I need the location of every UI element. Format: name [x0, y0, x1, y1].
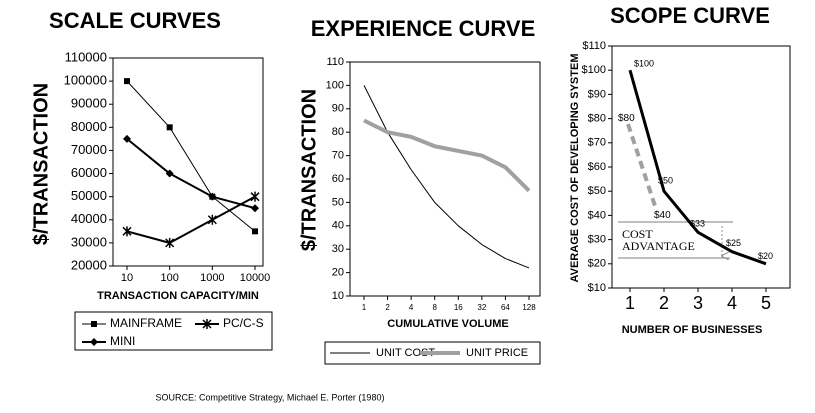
value-label: $100 [634, 59, 654, 69]
x-tick-label: 64 [501, 303, 510, 312]
chart-title: SCALE CURVES [49, 8, 221, 33]
y-tick-label: $40 [588, 209, 606, 221]
chart-title: EXPERIENCE CURVE [311, 16, 536, 41]
y-tick-label: 80 [332, 126, 344, 138]
marker [252, 228, 258, 235]
y-axis-label: $/TRANSACTION [30, 83, 52, 245]
y-tick-label: $80 [588, 113, 606, 125]
value-label: $25 [726, 238, 741, 248]
y-tick-label: 50 [332, 196, 344, 208]
legend-label: UNIT COST [376, 347, 435, 359]
arrow [626, 123, 657, 207]
marker [166, 124, 173, 131]
y-tick-label: 70 [332, 150, 344, 162]
y-axis-label: AVERAGE COST OF DEVELOPING SYSTEM [569, 54, 581, 283]
legend-marker [91, 321, 97, 327]
marker [207, 214, 217, 225]
series-line [363, 118, 531, 193]
marker [123, 134, 131, 143]
value-label: $20 [758, 251, 773, 261]
y-tick-label: $100 [582, 64, 606, 76]
legend-label: PC/C-S [223, 316, 264, 330]
x-tick-label: 1 [362, 303, 367, 312]
y-tick-label: 40000 [71, 211, 107, 226]
x-tick-label: 8 [432, 303, 437, 312]
x-tick-label: 5 [761, 293, 771, 313]
x-tick-label: 1000 [200, 272, 224, 284]
y-tick-label: 60000 [71, 165, 107, 180]
y-tick-label: $10 [588, 282, 606, 294]
legend-box [324, 341, 541, 365]
value-label: $40 [654, 210, 671, 221]
y-tick-label: 110 [326, 56, 344, 68]
marker [165, 237, 175, 248]
annotation: COST [622, 227, 653, 241]
y-tick-label: 20000 [71, 257, 107, 272]
x-tick-label: 2 [659, 293, 669, 313]
marker [208, 192, 217, 201]
legend-label: UNIT PRICE [466, 347, 528, 359]
y-tick-label: 80000 [71, 119, 107, 134]
y-tick-label: 50000 [71, 188, 107, 203]
legend-box [74, 311, 273, 351]
value-label: $33 [690, 219, 705, 229]
series-line [628, 69, 767, 266]
legend-marker [90, 338, 98, 346]
series-line [126, 80, 256, 232]
y-axis-label: $/TRANSACTION [298, 89, 320, 251]
x-axis-label: NUMBER OF BUSINESSES [622, 324, 763, 336]
marker [122, 226, 132, 237]
legend-label: MINI [110, 334, 135, 348]
marker [251, 204, 259, 213]
x-tick-label: 100 [160, 272, 178, 284]
series-line [126, 195, 256, 244]
value-label: $50 [658, 176, 673, 186]
y-tick-label: $60 [588, 161, 606, 173]
series-line [126, 138, 256, 210]
x-tick-label: 16 [454, 303, 463, 312]
y-tick-label: $30 [588, 234, 606, 246]
y-tick-label: $90 [588, 88, 606, 100]
y-tick-label: 10 [332, 290, 344, 302]
x-tick-label: 128 [522, 303, 536, 312]
value-label: $80 [618, 113, 635, 124]
y-tick-label: 100000 [64, 73, 107, 88]
x-tick-label: 1 [625, 293, 635, 313]
x-tick-label: 3 [693, 293, 703, 313]
y-tick-label: 40 [332, 220, 344, 232]
y-tick-label: $20 [588, 258, 606, 270]
y-tick-label: $110 [582, 40, 606, 52]
x-tick-label: 2 [385, 303, 390, 312]
y-tick-label: 30 [332, 243, 344, 255]
x-tick-label: 4 [409, 303, 414, 312]
series-line [363, 85, 530, 269]
y-tick-label: $50 [588, 185, 606, 197]
x-tick-label: 10 [121, 272, 133, 284]
y-tick-label: 100 [326, 79, 344, 91]
marker [250, 191, 260, 202]
y-tick-label: $70 [588, 137, 606, 149]
chart-title: SCOPE CURVE [610, 3, 770, 28]
plot-frame [112, 57, 264, 267]
y-tick-label: 70000 [71, 142, 107, 157]
source: SOURCE: Competitive Strategy, Michael E.… [156, 392, 385, 402]
x-tick-label: 10000 [240, 272, 271, 284]
legend-label: MAINFRAME [110, 316, 182, 330]
x-axis-label: CUMULATIVE VOLUME [387, 318, 508, 330]
y-tick-label: 60 [332, 173, 344, 185]
x-tick-label: 32 [477, 303, 486, 312]
marker [165, 169, 174, 178]
annotation: ADVANTAGE [622, 239, 695, 253]
legend-marker [202, 319, 212, 329]
x-axis-label: TRANSACTION CAPACITY/MIN [97, 290, 259, 302]
y-tick-label: 110000 [65, 49, 107, 64]
x-tick-label: 4 [727, 293, 737, 313]
y-tick-label: 90 [332, 103, 344, 115]
y-tick-label: 90000 [71, 96, 107, 111]
y-tick-label: 30000 [71, 234, 107, 249]
y-tick-label: 20 [332, 267, 344, 279]
marker [124, 78, 130, 85]
